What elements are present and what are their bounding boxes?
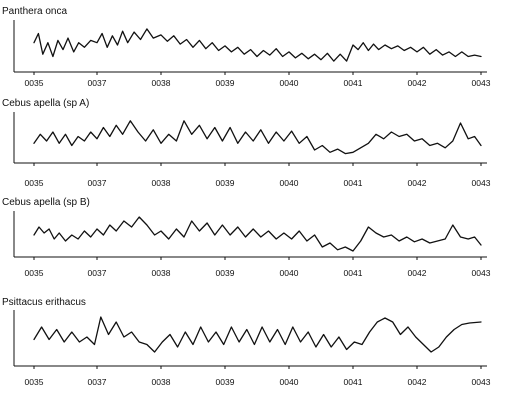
series-line [33, 28, 482, 62]
x-tick-label: 0035 [25, 178, 44, 188]
x-tick-label: 0037 [88, 377, 107, 387]
x-tick-label: 0043 [472, 178, 491, 188]
x-tick-label: 0041 [344, 178, 363, 188]
chart-panel-1: Panthera onca 0035 0037 0038 0039 0040 0041 004… [2, 6, 491, 88]
chart-panel-2: Cebus apella (sp A) 0035 0037 0038 0039 0040 0… [2, 98, 491, 188]
chart-title: Psittacus erithacus [2, 297, 86, 308]
series-line [33, 216, 482, 252]
x-tick-label: 0040 [280, 377, 299, 387]
x-tick-label: 0040 [280, 178, 299, 188]
x-tick-label: 0041 [344, 78, 363, 88]
x-tick-label: 0043 [472, 377, 491, 387]
x-tick-label: 0042 [408, 377, 427, 387]
chart-title: Cebus apella (sp B) [2, 197, 90, 208]
x-tick-label: 0038 [152, 268, 171, 278]
x-tick-label: 0042 [408, 78, 427, 88]
x-tick-label: 0043 [472, 78, 491, 88]
x-tick-label: 0039 [216, 377, 235, 387]
x-tick-label: 0037 [88, 78, 107, 88]
chart-panel-3: Cebus apella (sp B) 0035 0037 0038 0039 0040 0… [2, 197, 491, 278]
x-tick-label: 0037 [88, 268, 107, 278]
x-tick-label: 0038 [152, 377, 171, 387]
x-tick-label: 0038 [152, 78, 171, 88]
x-tick-label: 0040 [280, 268, 299, 278]
series-line [33, 120, 482, 155]
x-tick-label: 0041 [344, 268, 363, 278]
x-tick-label: 0041 [344, 377, 363, 387]
x-tick-label: 0040 [280, 78, 299, 88]
chart-title: Panthera onca [2, 6, 67, 17]
chart-panel-4: Psittacus erithacus 0035 0037 0038 0039 0040 0… [2, 297, 491, 387]
x-tick-label: 0039 [216, 78, 235, 88]
x-tick-label: 0035 [25, 377, 44, 387]
x-tick-label: 0037 [88, 178, 107, 188]
x-tick-label: 0042 [408, 268, 427, 278]
chart-title: Cebus apella (sp A) [2, 98, 89, 109]
x-tick-label: 0042 [408, 178, 427, 188]
series-line [33, 316, 482, 353]
x-tick-label: 0039 [216, 268, 235, 278]
x-tick-label: 0035 [25, 268, 44, 278]
x-tick-label: 0035 [25, 78, 44, 88]
x-tick-label: 0043 [472, 268, 491, 278]
x-tick-label: 0038 [152, 178, 171, 188]
x-tick-label: 0039 [216, 178, 235, 188]
